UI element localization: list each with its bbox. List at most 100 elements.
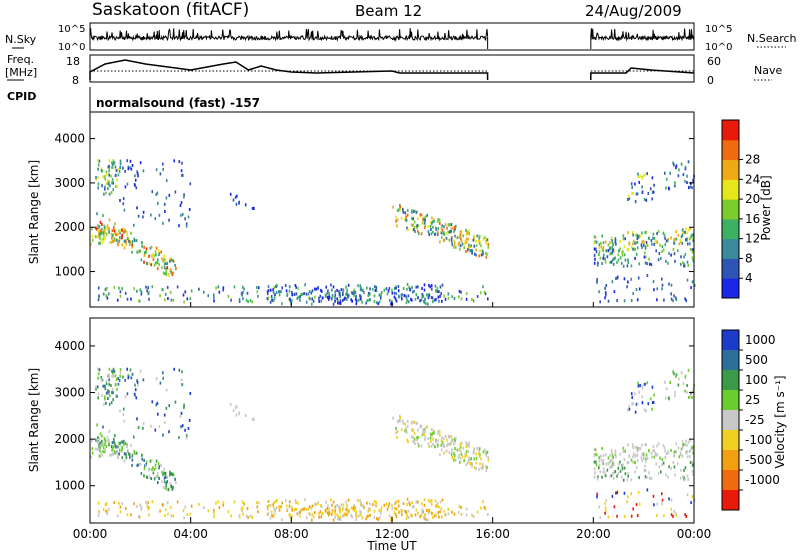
range-cell <box>115 233 117 237</box>
range-cell <box>143 245 145 249</box>
range-cell <box>141 244 143 248</box>
range-cell <box>467 443 469 447</box>
range-cell <box>656 502 658 506</box>
range-cell <box>611 494 614 498</box>
colorbar-swatch <box>722 159 739 180</box>
range-cell <box>465 445 468 449</box>
range-cell <box>123 239 126 243</box>
range-cell <box>121 448 123 452</box>
range-cell <box>424 215 427 219</box>
range-cell <box>116 387 118 391</box>
range-cell <box>468 441 470 445</box>
range-cell <box>443 238 445 242</box>
range-cell <box>251 417 254 421</box>
range-cell <box>385 502 388 506</box>
range-cell <box>256 285 258 289</box>
range-cell <box>689 395 692 399</box>
range-cell <box>638 287 641 291</box>
range-cell <box>446 231 448 235</box>
range-cell <box>419 213 422 217</box>
range-cell <box>395 501 397 505</box>
range-cell <box>145 247 148 251</box>
range-cell <box>105 182 108 185</box>
range-cell <box>358 298 360 302</box>
range-cell <box>417 441 419 445</box>
range-cell <box>363 506 365 510</box>
colorbar-tick-label: -100 <box>745 433 772 447</box>
range-cell <box>293 508 296 512</box>
range-cell <box>692 388 694 391</box>
range-cell <box>392 205 394 209</box>
range-cell <box>249 514 252 518</box>
range-cell <box>123 246 126 250</box>
range-cell <box>630 277 632 281</box>
range-cell <box>173 159 175 163</box>
range-cell <box>689 461 692 464</box>
range-cell <box>605 249 608 253</box>
range-cell <box>151 190 154 194</box>
range-cell <box>627 258 629 262</box>
range-cell <box>447 512 450 516</box>
range-cell <box>359 297 362 301</box>
range-cell <box>604 474 607 478</box>
range-cell <box>617 466 620 470</box>
range-cell <box>616 276 618 280</box>
range-cell <box>137 463 139 467</box>
range-cell <box>112 367 115 371</box>
freq-label-bottom: [MHz] <box>5 66 37 79</box>
range-cell <box>102 233 105 237</box>
range-cell <box>468 243 470 247</box>
range-cell <box>439 453 441 457</box>
range-cell <box>458 235 461 239</box>
range-cell <box>391 506 394 510</box>
y-tick-label: 4000 <box>54 339 85 353</box>
range-cell <box>373 509 376 513</box>
range-cell <box>143 467 146 471</box>
range-cell <box>465 228 467 232</box>
range-cell <box>108 173 110 177</box>
range-cell <box>465 441 467 444</box>
range-cell <box>688 186 690 190</box>
range-cell <box>684 443 686 447</box>
range-cell <box>440 231 443 235</box>
range-cell <box>472 451 475 455</box>
range-cell <box>109 184 111 188</box>
range-cell <box>618 249 620 253</box>
range-cell <box>675 375 677 379</box>
range-cell <box>95 226 97 230</box>
range-cell <box>646 262 648 266</box>
range-cell <box>447 296 450 300</box>
range-cell <box>644 246 647 250</box>
range-cell <box>607 456 610 460</box>
range-cell <box>175 267 177 271</box>
range-cell <box>365 517 367 521</box>
range-cell <box>369 502 371 506</box>
range-cell <box>111 229 114 232</box>
colorbar-tick-label: 28 <box>745 153 760 167</box>
range-cell <box>649 397 652 401</box>
range-cell <box>168 430 170 434</box>
range-cell <box>628 455 631 459</box>
range-cell <box>417 224 419 228</box>
range-cell <box>645 409 648 413</box>
range-cell <box>481 466 483 470</box>
range-cell <box>286 292 289 296</box>
range-cell <box>207 294 210 298</box>
range-cell <box>467 237 469 241</box>
range-cell <box>605 498 608 502</box>
range-cell <box>97 501 100 505</box>
range-cell <box>478 242 481 245</box>
range-cell <box>119 162 122 166</box>
range-cell <box>598 243 601 247</box>
range-cell <box>644 443 646 447</box>
range-cell <box>417 296 419 300</box>
range-cell <box>355 510 357 514</box>
range-cell <box>459 231 462 235</box>
range-cell <box>100 376 102 380</box>
range-cell <box>439 222 441 225</box>
range-cell <box>118 239 120 243</box>
range-cell <box>599 470 602 474</box>
range-cell <box>660 256 662 260</box>
range-cell <box>404 422 407 426</box>
range-cell <box>637 175 640 179</box>
